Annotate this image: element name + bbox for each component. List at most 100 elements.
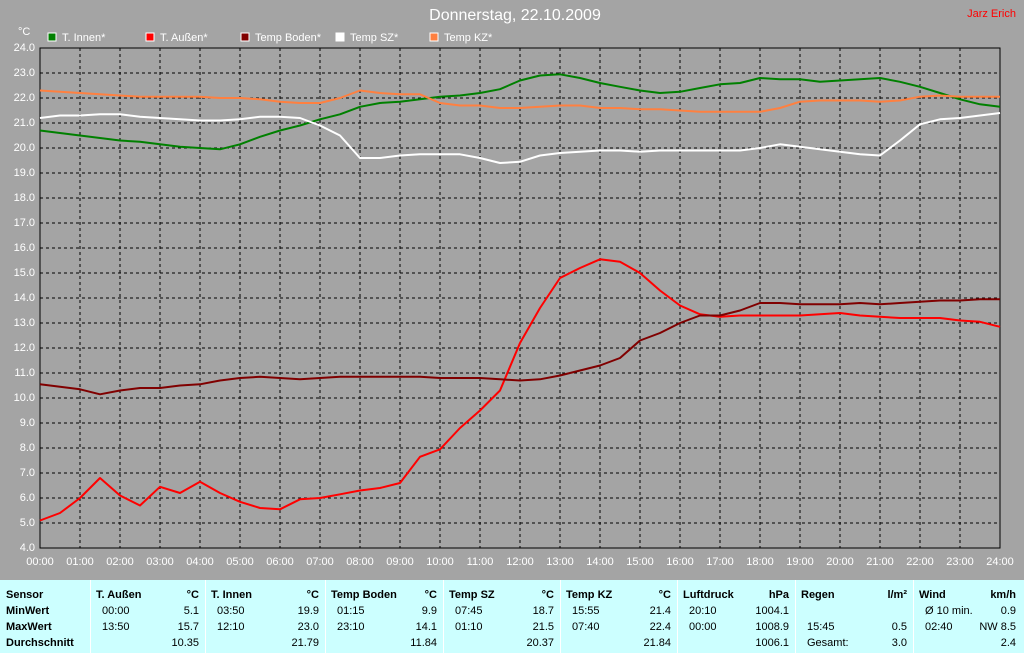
x-tick-label: 15:00 — [626, 556, 654, 568]
summary-table: Sensor T. Außen °C T. Innen °C Temp Boden °C Te… — [0, 580, 1024, 653]
cell-time: Ø 10 min. — [925, 605, 973, 617]
y-tick-label: 22.0 — [14, 92, 35, 104]
column-header: Regen — [801, 589, 835, 601]
legend-label: Temp KZ* — [444, 32, 493, 44]
cell-value: 3.0 — [891, 637, 907, 649]
column-header: Sensor — [6, 589, 44, 601]
row-label: MaxWert — [6, 621, 52, 633]
x-tick-label: 00:00 — [26, 556, 54, 568]
x-tick-label: 21:00 — [866, 556, 894, 568]
cell-time: 07:40 — [572, 621, 600, 633]
x-tick-label: 08:00 — [346, 556, 374, 568]
cell-time: 07:45 — [455, 605, 483, 617]
cell-value: 23.0 — [297, 621, 319, 633]
y-tick-label: 8.0 — [20, 442, 35, 454]
cell-value: 21.84 — [643, 637, 671, 649]
column-unit: °C — [658, 589, 671, 601]
y-tick-label: 18.0 — [14, 192, 35, 204]
x-tick-label: 19:00 — [786, 556, 814, 568]
x-tick-label: 06:00 — [266, 556, 294, 568]
x-tick-label: 07:00 — [306, 556, 334, 568]
x-tick-label: 14:00 — [586, 556, 614, 568]
y-tick-label: 19.0 — [14, 167, 35, 179]
x-tick-label: 02:00 — [106, 556, 134, 568]
cell-value: NW 8.5 — [979, 621, 1016, 633]
cell-time: 00:00 — [689, 621, 717, 633]
y-tick-label: 6.0 — [20, 492, 35, 504]
cell-value: 2.4 — [1000, 637, 1016, 649]
cell-time: 00:00 — [102, 605, 130, 617]
y-tick-label: 15.0 — [14, 267, 35, 279]
y-tick-label: 11.0 — [14, 367, 35, 379]
row-label: MinWert — [6, 605, 50, 617]
y-tick-label: 24.0 — [14, 42, 35, 54]
legend-swatch — [240, 32, 250, 42]
legend-label: T. Außen* — [160, 32, 208, 44]
cell-value: 21.4 — [649, 605, 671, 617]
x-tick-label: 22:00 — [906, 556, 934, 568]
column-separator — [325, 580, 326, 653]
cell-value: 19.9 — [297, 605, 319, 617]
legend-swatch — [335, 32, 345, 42]
cell-time: 12:10 — [217, 621, 245, 633]
cell-time: 01:10 — [455, 621, 483, 633]
legend-label: Temp SZ* — [350, 32, 399, 44]
column-unit: °C — [541, 589, 554, 601]
column-header: Temp Boden — [331, 589, 397, 601]
column-unit: °C — [424, 589, 437, 601]
column-unit: °C — [306, 589, 319, 601]
series-line — [39, 73, 1001, 151]
x-tick-label: 17:00 — [706, 556, 734, 568]
x-tick-label: 16:00 — [666, 556, 694, 568]
column-separator — [913, 580, 914, 653]
column-unit: °C — [186, 589, 199, 601]
x-tick-label: 01:00 — [66, 556, 94, 568]
series-line — [39, 89, 1000, 113]
cell-time: 02:40 — [925, 621, 953, 633]
y-tick-label: 14.0 — [14, 292, 35, 304]
series-line — [39, 298, 1000, 396]
x-tick-label: 04:00 — [186, 556, 214, 568]
chart: Donnerstag, 22.10.2009 Jarz Erich °C 4.0… — [14, 7, 1016, 568]
column-unit: km/h — [990, 589, 1016, 601]
x-tick-label: 09:00 — [386, 556, 414, 568]
cell-time: 23:10 — [337, 621, 365, 633]
column-unit: l/m² — [887, 589, 907, 601]
y-tick-label: 10.0 — [14, 392, 35, 404]
cell-time: 01:15 — [337, 605, 365, 617]
x-tick-label: 20:00 — [826, 556, 854, 568]
cell-value: 0.5 — [891, 621, 907, 633]
legend-swatch — [47, 32, 57, 42]
column-header: Temp SZ — [449, 589, 495, 601]
x-tick-label: 23:00 — [946, 556, 974, 568]
cell-value: 20.37 — [526, 637, 554, 649]
y-tick-label: 21.0 — [14, 117, 35, 129]
column-header: Luftdruck — [683, 589, 734, 601]
author: Jarz Erich — [967, 8, 1016, 20]
cell-value: 9.9 — [421, 605, 437, 617]
column-header: T. Innen — [211, 589, 252, 601]
x-tick-label: 12:00 — [506, 556, 534, 568]
y-tick-label: 23.0 — [14, 67, 35, 79]
x-tick-label: 10:00 — [426, 556, 454, 568]
column-header: Wind — [919, 589, 946, 601]
x-tick-label: 05:00 — [226, 556, 254, 568]
legend-swatch — [429, 32, 439, 42]
cell-value: 1006.1 — [755, 637, 789, 649]
cell-value: 21.5 — [532, 621, 554, 633]
x-tick-label: 03:00 — [146, 556, 174, 568]
y-tick-label: 4.0 — [20, 542, 35, 554]
cell-value: 0.9 — [1000, 605, 1016, 617]
y-tick-label: 20.0 — [14, 142, 35, 154]
column-separator — [443, 580, 444, 653]
cell-value: 1004.1 — [755, 605, 789, 617]
legend-label: T. Innen* — [62, 32, 106, 44]
y-tick-label: 12.0 — [14, 342, 35, 354]
column-header: Temp KZ — [566, 589, 613, 601]
cell-value: 15.7 — [177, 621, 199, 633]
column-separator — [677, 580, 678, 653]
cell-time: 20:10 — [689, 605, 717, 617]
cell-value: 5.1 — [183, 605, 199, 617]
y-tick-label: 13.0 — [14, 317, 35, 329]
